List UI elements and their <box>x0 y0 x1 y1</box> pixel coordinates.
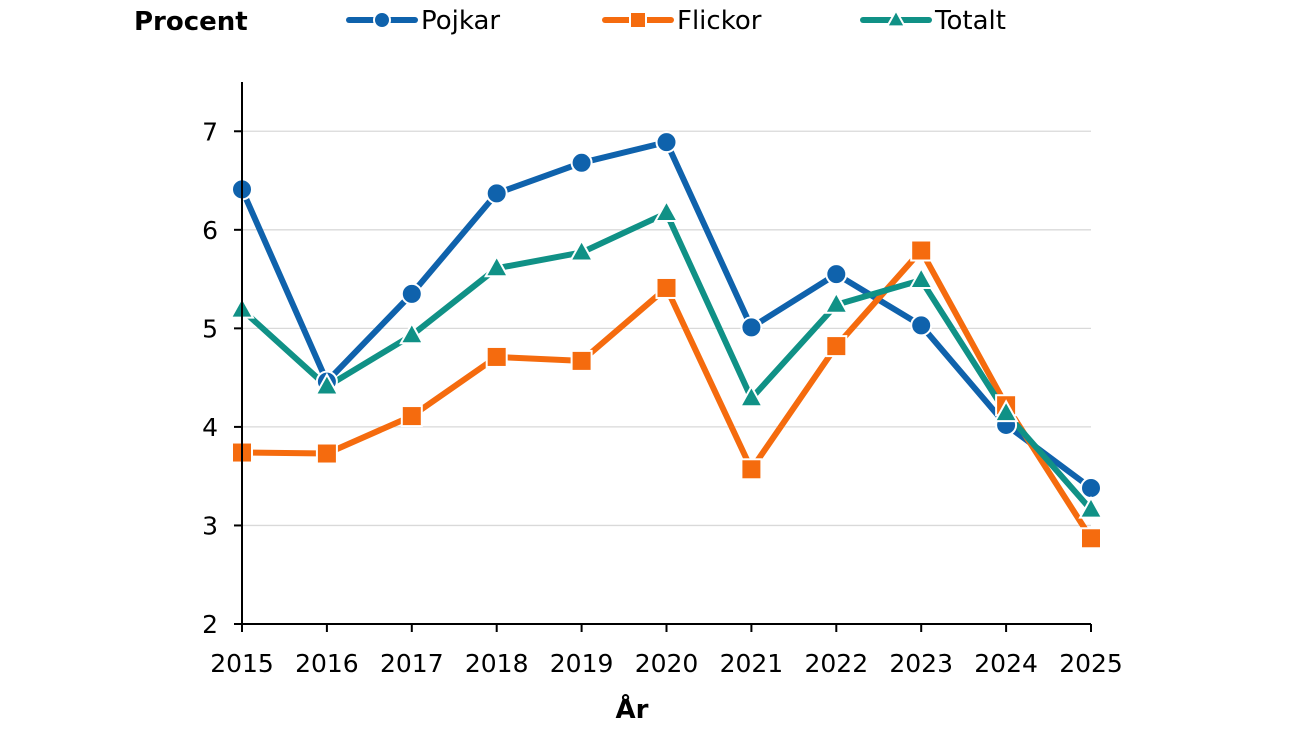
x-tick-label: 2015 <box>210 649 274 678</box>
legend-label: Flickor <box>677 6 762 36</box>
data-point-flickor <box>400 405 423 428</box>
legend-label: Pojkar <box>421 6 500 36</box>
y-tick-label: 6 <box>202 216 218 245</box>
legend: Pojkar Flickor Totalt <box>346 6 1006 36</box>
x-tick-label: 2022 <box>804 649 868 678</box>
x-tick-label: 2017 <box>380 649 444 678</box>
x-tick-label: 2023 <box>889 649 953 678</box>
data-point-pojkar <box>910 314 933 337</box>
y-axis-title: Procent <box>134 7 248 37</box>
data-point-pojkar <box>400 282 423 305</box>
data-point-totalt <box>653 199 680 223</box>
y-tick-label: 2 <box>202 610 218 639</box>
y-tick-label: 3 <box>202 511 218 540</box>
data-point-totalt <box>993 399 1019 423</box>
x-tick-label: 2021 <box>720 649 784 678</box>
data-point-totalt <box>399 321 425 345</box>
x-tick-label: 2025 <box>1059 649 1123 678</box>
data-point-totalt <box>568 238 595 262</box>
legend-marker <box>885 8 907 28</box>
data-point-flickor <box>315 442 338 465</box>
legend-item-flickor: Flickor <box>602 6 762 36</box>
data-point-flickor <box>825 335 848 358</box>
data-point-pojkar <box>485 182 508 205</box>
y-tick-label: 7 <box>202 117 218 146</box>
axes <box>234 82 1092 632</box>
series-line-totalt <box>239 210 1094 513</box>
legend-label: Totalt <box>934 6 1006 36</box>
data-point-totalt <box>738 384 765 408</box>
data-point-flickor <box>655 276 678 299</box>
x-tick-label: 2018 <box>465 649 529 678</box>
series-markers <box>229 131 1104 550</box>
x-tick-label: 2016 <box>295 649 359 678</box>
x-axis-title: År <box>616 693 649 725</box>
legend-marker <box>373 11 391 29</box>
data-point-pojkar <box>740 316 763 339</box>
data-point-flickor <box>485 345 508 368</box>
data-point-flickor <box>1080 527 1102 550</box>
data-point-totalt <box>1078 495 1104 519</box>
data-point-totalt <box>314 372 340 396</box>
x-tick-label: 2019 <box>550 649 614 678</box>
legend-marker <box>629 11 647 29</box>
x-tick-label: 2020 <box>635 649 699 678</box>
data-point-pojkar <box>570 151 593 174</box>
y-tick-label: 4 <box>202 413 218 442</box>
data-point-flickor <box>740 458 763 481</box>
data-point-totalt <box>823 290 850 314</box>
data-point-pojkar <box>655 131 678 154</box>
data-point-flickor <box>570 349 593 372</box>
data-point-flickor <box>910 239 933 262</box>
data-point-totalt <box>908 266 934 290</box>
legend-item-pojkar: Pojkar <box>346 6 500 36</box>
data-point-pojkar <box>825 263 848 286</box>
tick-labels: 2 3 4 5 6 7 2015 2016 2017 2018 2019 2020 2021 2022 20… <box>202 117 1123 678</box>
legend-item-totalt: Totalt <box>860 6 1006 36</box>
data-point-pojkar <box>1080 477 1102 500</box>
x-tick-label: 2024 <box>974 649 1038 678</box>
data-point-totalt <box>483 254 510 278</box>
y-tick-label: 5 <box>202 314 218 343</box>
